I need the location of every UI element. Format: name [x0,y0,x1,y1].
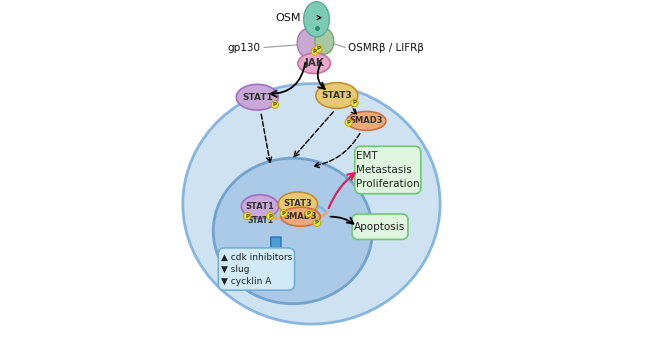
Ellipse shape [305,210,313,217]
Text: P: P [317,46,320,51]
Text: P: P [245,214,249,219]
FancyBboxPatch shape [218,248,294,290]
FancyArrowPatch shape [270,63,306,97]
Ellipse shape [266,212,274,220]
FancyArrowPatch shape [314,134,360,168]
Text: STAT1: STAT1 [248,216,274,225]
Text: P: P [281,211,286,216]
Text: P: P [313,49,317,54]
Text: Apoptosis: Apoptosis [354,222,406,232]
Text: OSM: OSM [276,13,302,23]
Text: SMAD3: SMAD3 [284,212,317,221]
Text: STAT3: STAT3 [322,91,352,100]
Ellipse shape [281,207,320,226]
Text: STAT3: STAT3 [283,199,312,208]
Text: P: P [273,102,277,107]
Ellipse shape [241,195,279,218]
Ellipse shape [183,84,440,324]
Ellipse shape [345,119,352,126]
Text: STAT1: STAT1 [242,93,272,102]
Text: ▲ cdk inhibitors
▼ slug
▼ cycklin A: ▲ cdk inhibitors ▼ slug ▼ cycklin A [221,252,292,286]
FancyArrowPatch shape [329,173,355,208]
FancyArrowPatch shape [294,112,333,157]
Text: P: P [307,211,311,216]
Ellipse shape [316,83,358,108]
Ellipse shape [351,99,358,107]
Text: EMT
Metastasis
Proliferation: EMT Metastasis Proliferation [356,151,420,189]
Text: P: P [315,220,319,225]
Ellipse shape [213,158,372,304]
FancyArrowPatch shape [317,16,321,20]
Ellipse shape [311,48,318,55]
Ellipse shape [271,101,279,108]
Text: P: P [352,100,356,105]
FancyArrowPatch shape [351,102,356,115]
Ellipse shape [315,45,322,52]
Ellipse shape [304,2,330,37]
Ellipse shape [298,53,330,73]
Ellipse shape [278,192,318,216]
Text: P: P [346,120,351,125]
Text: OSMRβ / LIFRβ: OSMRβ / LIFRβ [348,43,424,53]
Ellipse shape [280,210,287,217]
Text: SMAD3: SMAD3 [350,116,383,125]
Text: JAK: JAK [304,58,324,68]
Ellipse shape [237,84,278,110]
Ellipse shape [346,112,386,130]
FancyArrowPatch shape [318,62,325,89]
Text: gp130: gp130 [227,43,261,53]
Ellipse shape [315,29,334,54]
FancyArrowPatch shape [330,217,354,224]
FancyBboxPatch shape [355,146,421,194]
Text: P: P [268,214,272,219]
Ellipse shape [297,29,318,57]
Ellipse shape [243,212,251,220]
FancyBboxPatch shape [352,214,408,239]
FancyArrow shape [268,237,283,257]
Ellipse shape [313,219,320,226]
Text: STAT1: STAT1 [246,202,274,211]
FancyArrowPatch shape [261,114,272,163]
